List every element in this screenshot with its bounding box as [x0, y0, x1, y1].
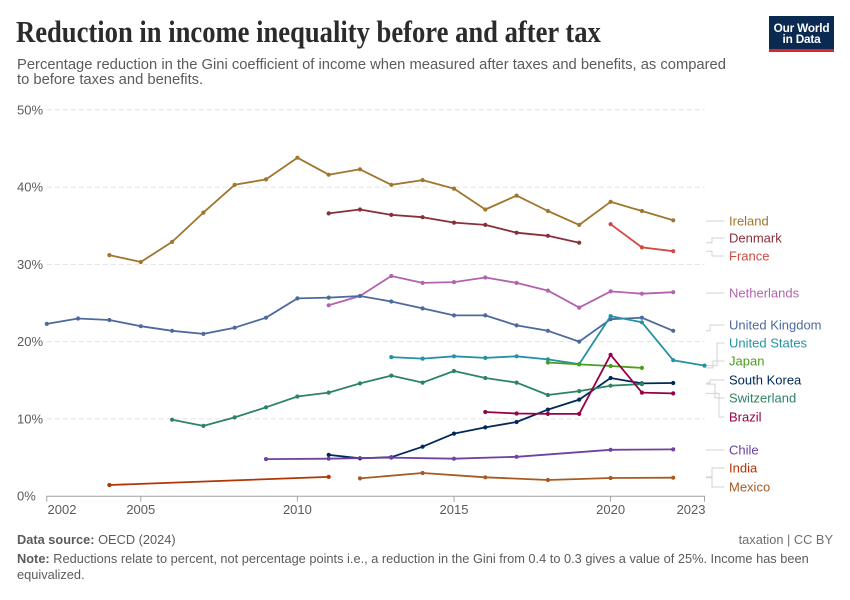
svg-text:2005: 2005 [126, 502, 155, 517]
svg-text:0%: 0% [17, 489, 36, 504]
svg-text:United States: United States [729, 336, 808, 351]
svg-text:Switzerland: Switzerland [729, 391, 796, 406]
svg-text:France: France [729, 249, 769, 264]
svg-text:40%: 40% [17, 180, 43, 195]
svg-text:South Korea: South Korea [729, 373, 802, 388]
svg-text:India: India [729, 461, 758, 476]
svg-text:Denmark: Denmark [729, 231, 782, 246]
svg-text:2023: 2023 [677, 502, 706, 517]
svg-text:Mexico: Mexico [729, 480, 770, 495]
svg-text:2010: 2010 [283, 502, 312, 517]
svg-text:2002: 2002 [48, 502, 77, 517]
svg-text:Brazil: Brazil [729, 410, 762, 425]
svg-text:2020: 2020 [596, 502, 625, 517]
svg-text:Netherlands: Netherlands [729, 286, 800, 301]
svg-text:Chile: Chile [729, 443, 759, 458]
svg-text:10%: 10% [17, 411, 43, 426]
svg-text:20%: 20% [17, 334, 43, 349]
svg-text:United Kingdom: United Kingdom [729, 318, 822, 333]
svg-text:Japan: Japan [729, 354, 764, 369]
svg-text:2015: 2015 [440, 502, 469, 517]
svg-text:Ireland: Ireland [729, 214, 769, 229]
svg-text:50%: 50% [17, 102, 43, 117]
svg-text:30%: 30% [17, 257, 43, 272]
